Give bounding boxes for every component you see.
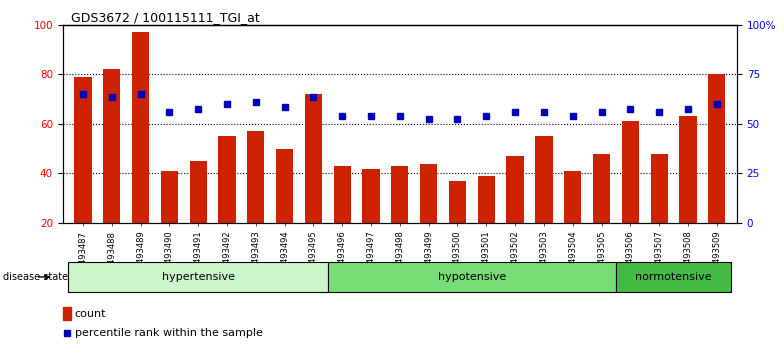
Bar	[218, 136, 236, 273]
Bar	[103, 69, 121, 273]
Bar	[190, 161, 207, 273]
Bar	[506, 156, 524, 273]
Bar	[448, 181, 466, 273]
Bar	[616, 262, 731, 292]
Bar	[328, 262, 616, 292]
Bar	[63, 307, 71, 320]
Text: count: count	[74, 309, 106, 319]
Bar	[305, 94, 322, 273]
Bar	[679, 116, 697, 273]
Bar	[247, 131, 264, 273]
Text: hypertensive: hypertensive	[162, 272, 234, 282]
Text: percentile rank within the sample: percentile rank within the sample	[74, 328, 263, 338]
Bar	[651, 154, 668, 273]
Bar	[564, 171, 582, 273]
Bar	[276, 149, 293, 273]
Text: disease state: disease state	[3, 272, 68, 282]
Bar	[420, 164, 437, 273]
Text: normotensive: normotensive	[635, 272, 712, 282]
Bar	[593, 154, 610, 273]
Text: GDS3672 / 100115111_TGI_at: GDS3672 / 100115111_TGI_at	[71, 11, 260, 24]
Bar	[622, 121, 639, 273]
Bar	[391, 166, 408, 273]
Bar	[132, 32, 149, 273]
Bar	[74, 77, 92, 273]
Bar	[362, 169, 379, 273]
Bar	[477, 176, 495, 273]
Bar	[333, 166, 351, 273]
Text: hypotensive: hypotensive	[437, 272, 506, 282]
Bar	[161, 171, 178, 273]
Bar	[708, 74, 725, 273]
Bar	[68, 262, 328, 292]
Bar	[535, 136, 553, 273]
